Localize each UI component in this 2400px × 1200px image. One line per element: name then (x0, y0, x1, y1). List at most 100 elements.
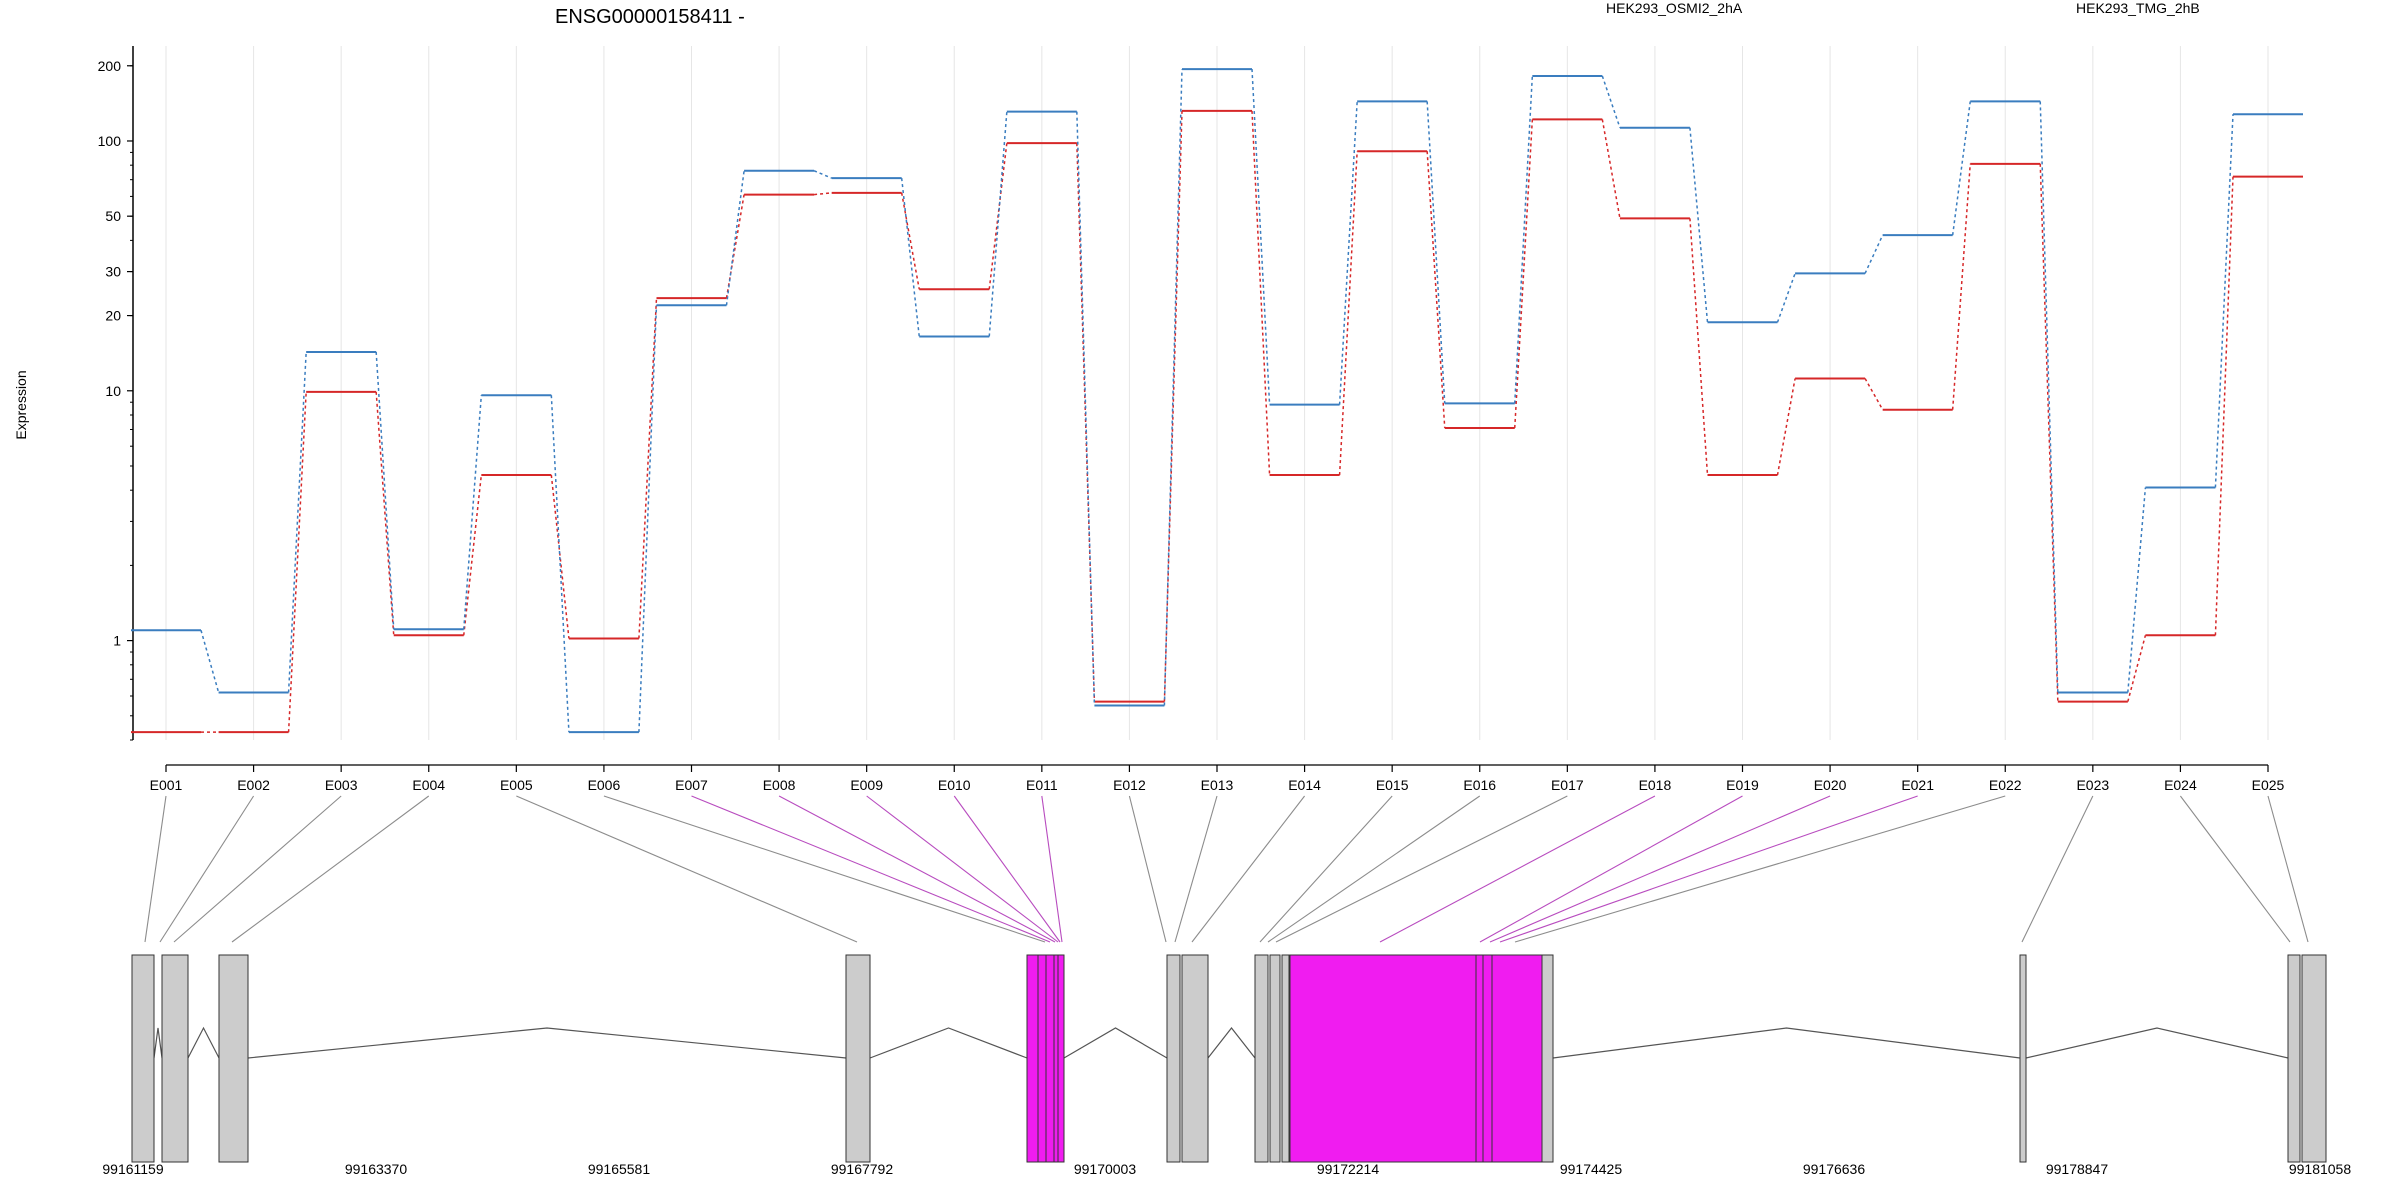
series-connector (1689, 218, 1709, 476)
x-tick-label: E025 (2252, 777, 2285, 793)
x-tick-label: E009 (850, 777, 883, 793)
connector-line (691, 795, 1051, 943)
series-connector (1426, 101, 1446, 404)
series-connector (1776, 273, 1796, 323)
connector-line (516, 795, 858, 943)
series-connector (638, 298, 658, 639)
series-connector (1251, 110, 1271, 476)
coordinate-label: 99181058 (2289, 1161, 2352, 1177)
exon (218, 954, 249, 1163)
series-connector (2214, 176, 2234, 636)
series-connector (1864, 378, 1884, 411)
connector-line (1128, 795, 1167, 943)
x-tick-label: E018 (1639, 777, 1672, 793)
x-tick-label: E003 (325, 777, 358, 793)
connector-line (1275, 795, 1568, 943)
connector-line (159, 795, 255, 943)
series-connector (988, 111, 1008, 337)
y-tick-label: 30 (105, 264, 121, 280)
x-tick-label: E024 (2164, 777, 2197, 793)
x-tick-label: E011 (1026, 777, 1058, 793)
connector-line (778, 795, 1056, 943)
x-tick-label: E015 (1376, 777, 1409, 793)
x-tick-label: E007 (675, 777, 708, 793)
x-tick-label: E023 (2076, 777, 2109, 793)
series-connector (2214, 114, 2234, 488)
connector-line (1514, 795, 2006, 943)
series-connector (200, 630, 220, 693)
x-tick-label: E013 (1201, 777, 1234, 793)
connector-line (603, 795, 1046, 943)
exon (1281, 954, 1290, 1163)
intron (2025, 1027, 2289, 1059)
connector-line (1489, 795, 1831, 943)
legend-entry-osmi2: HEK293_OSMI2_2hA (1606, 0, 1743, 16)
coordinate-label: 99163370 (345, 1161, 408, 1177)
series-tmg (131, 68, 2303, 734)
series-connector (1163, 69, 1183, 706)
series-connector (1776, 378, 1796, 476)
connector-line (1041, 795, 1063, 943)
series-connector (550, 474, 570, 639)
connector-line (2179, 795, 2291, 943)
series-connector (900, 178, 920, 337)
x-tick-label: E010 (938, 777, 971, 793)
connector-line (1499, 795, 1918, 943)
exon-connectors (144, 795, 2309, 943)
x-tick-label: E012 (1113, 777, 1146, 793)
series-connector (1514, 119, 1534, 428)
exon (131, 954, 155, 1163)
connector-line (866, 795, 1059, 943)
x-tick-label: E001 (150, 777, 183, 793)
connector-line (1191, 795, 1306, 943)
plot-area: 1 10 20 30 50 100 200 E001 E002 E003 E004 E005 E006 E… (98, 46, 2303, 793)
intron (247, 1027, 847, 1059)
exon (1254, 954, 1269, 1163)
series-connector (2039, 101, 2059, 693)
y-tick-label: 1 (113, 633, 121, 649)
connector-line (144, 795, 167, 943)
series-connector (1601, 75, 1621, 128)
series-connector (463, 395, 483, 630)
connector-line (1267, 795, 1481, 943)
series-osmi2 (131, 109, 2303, 734)
x-tick-label: E005 (500, 777, 533, 793)
x-tick-label: E020 (1814, 777, 1847, 793)
x-tick-label: E021 (1901, 777, 1934, 793)
connector-line (231, 795, 430, 943)
connector-line (1379, 795, 1656, 943)
series-connector (1864, 234, 1884, 274)
series-connector (1426, 151, 1446, 428)
series-connector (287, 391, 307, 733)
series-connector (375, 351, 395, 630)
exon (1541, 954, 1554, 1163)
series-connector (1951, 101, 1971, 236)
series-connector (287, 351, 307, 693)
y-tick-label: 10 (105, 383, 121, 399)
y-axis-label: Expression (13, 370, 29, 439)
series-connector (1689, 127, 1709, 323)
exon (2301, 954, 2327, 1163)
x-tick-label: E002 (237, 777, 270, 793)
series-connector (900, 192, 920, 290)
series-connector (813, 170, 832, 179)
x-tick-label: E019 (1726, 777, 1759, 793)
coordinate-label: 99170003 (1074, 1161, 1137, 1177)
coordinate-label: 99172214 (1317, 1161, 1380, 1177)
legend-entry-tmg: HEK293_TMG_2hB (2076, 0, 2200, 16)
series-connector (375, 391, 395, 636)
connector-line (173, 795, 342, 943)
intron (1552, 1027, 2021, 1059)
exon (1269, 954, 1281, 1163)
series-connector (2039, 163, 2059, 702)
series-connector (463, 474, 483, 636)
x-tick-label: E008 (763, 777, 796, 793)
series-connector (1951, 163, 1971, 410)
series-connector (814, 192, 832, 196)
connector-line (1259, 795, 1393, 943)
intron (187, 1026, 220, 1059)
intron (869, 1027, 1028, 1059)
x-tick-label: E017 (1551, 777, 1584, 793)
intron (1063, 1027, 1168, 1059)
